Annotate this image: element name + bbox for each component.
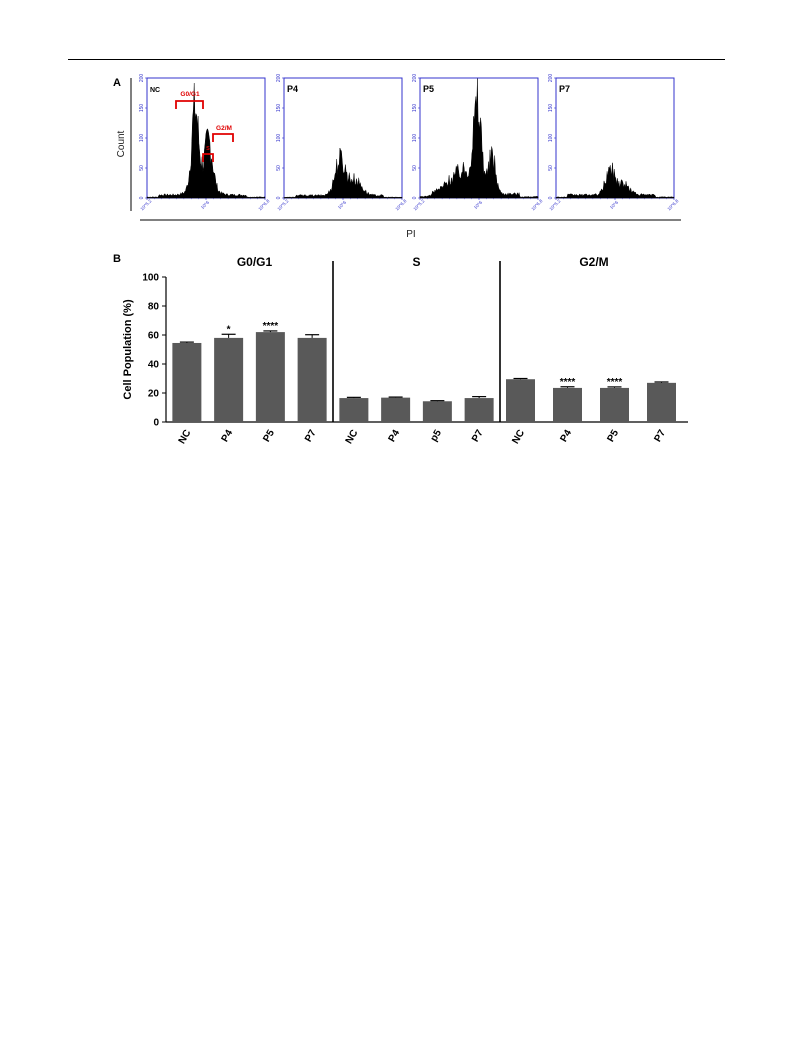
histogram-label: P5 (423, 84, 434, 94)
x-tick-label: 10^6.8 (530, 198, 543, 211)
category-label: P5 (261, 428, 277, 444)
bar (339, 398, 369, 422)
y-tick-label: 200 (276, 74, 282, 83)
category-label: NC (177, 428, 194, 446)
y-tick-label: 50 (139, 165, 145, 171)
y-tick-label: 60 (148, 331, 160, 342)
histogram-trace (419, 78, 539, 199)
gate-g0g1-label: G0/G1 (180, 91, 200, 98)
histogram-trace (555, 162, 675, 199)
gate-s-bracket (202, 153, 214, 162)
group-title: S (412, 255, 420, 269)
y-tick-label: 150 (548, 104, 554, 113)
y-tick-label: 200 (548, 74, 554, 83)
histogram-label: P4 (287, 84, 298, 94)
category-label: NC (344, 428, 361, 446)
category-label: P7 (652, 428, 668, 444)
gate-g2m-label: G2/M (216, 125, 232, 132)
gate-g2m-bracket (212, 133, 234, 142)
bar (647, 382, 676, 422)
gate-g2m: G2/M (212, 125, 234, 142)
y-tick-label: 150 (276, 104, 282, 113)
y-tick-label: 100 (548, 134, 554, 143)
y-tick-label: 100 (139, 134, 145, 143)
histogram-trace (146, 83, 266, 199)
y-tick-label: 20 (148, 389, 160, 400)
x-tick-label: 10^6 (473, 199, 484, 210)
y-tick-label: 0 (139, 196, 145, 199)
y-tick-label: 100 (276, 134, 282, 143)
histogram-label: NC (150, 87, 160, 94)
y-tick-label: 40 (148, 360, 160, 371)
bar (381, 397, 411, 422)
bar (255, 332, 285, 422)
count-axis-label: Count (116, 130, 127, 157)
bar (422, 401, 452, 422)
x-tick-label: 10^6 (200, 199, 211, 210)
significance-mark: **** (607, 377, 623, 388)
y-axis-label: Cell Population (%) (122, 299, 134, 400)
group-title: G2/M (579, 255, 608, 269)
category-label: p5 (429, 428, 445, 444)
x-tick-label: 10^6.8 (666, 198, 679, 211)
group-title: G0/G1 (237, 255, 273, 269)
bar (172, 342, 202, 422)
panel-b-bar-chart: 0 20 40 60 80 100 Cell Population (%) G0/G1 NC * P… (122, 255, 688, 446)
bar-group-1: S NC P4 p5 P7 (332, 255, 494, 446)
category-label: P7 (303, 428, 319, 444)
gate-s-label: S (206, 146, 210, 152)
category-label: P7 (470, 428, 486, 444)
histogram-trace (283, 147, 403, 199)
x-tick-label: 10^6.8 (257, 198, 270, 211)
page-header-rule (68, 59, 725, 60)
gate-g0g1-bracket (175, 100, 204, 109)
category-label: NC (510, 428, 527, 446)
x-tick-label: 10^6 (609, 199, 620, 210)
bar (553, 387, 582, 422)
category-label: P4 (220, 428, 236, 444)
y-tick-label: 50 (412, 165, 418, 171)
y-tick-label: 50 (276, 165, 282, 171)
y-tick-label: 0 (548, 196, 554, 199)
bar-group-2: G2/M NC **** P4 **** P5 P7 (499, 255, 676, 446)
x-tick-label: 10^6 (337, 199, 348, 210)
significance-mark: **** (560, 377, 576, 388)
significance-mark: * (227, 324, 231, 335)
significance-mark: **** (263, 321, 279, 332)
bar (464, 398, 494, 422)
bar (214, 337, 244, 422)
y-tick-label: 80 (148, 302, 160, 313)
bar-group-0: G0/G1 NC * P4 **** P5 P7 (172, 255, 327, 446)
x-tick-label: 10^6.8 (394, 198, 407, 211)
bar (506, 379, 535, 422)
gate-g0g1: G0/G1 (175, 91, 204, 109)
histogram-label: P7 (559, 84, 570, 94)
y-tick-label: 100 (142, 273, 159, 284)
y-tick-label: 150 (139, 104, 145, 113)
y-tick-label: 0 (412, 196, 418, 199)
bar (297, 337, 327, 422)
category-label: P4 (558, 428, 574, 444)
y-tick-label: 200 (139, 74, 145, 83)
category-label: P4 (387, 428, 403, 444)
y-tick-label: 0 (153, 418, 159, 429)
y-tick-label: 50 (548, 165, 554, 171)
pi-axis-label: PI (406, 229, 415, 240)
y-tick-label: 200 (412, 74, 418, 83)
panel-a-label: A (113, 77, 121, 89)
bar (600, 387, 629, 422)
gate-s: S (202, 146, 214, 162)
y-tick-label: 150 (412, 104, 418, 113)
y-tick-label: 0 (276, 196, 282, 199)
category-label: P5 (605, 428, 621, 444)
y-tick-label: 100 (412, 134, 418, 143)
panel-b-label: B (113, 253, 121, 265)
